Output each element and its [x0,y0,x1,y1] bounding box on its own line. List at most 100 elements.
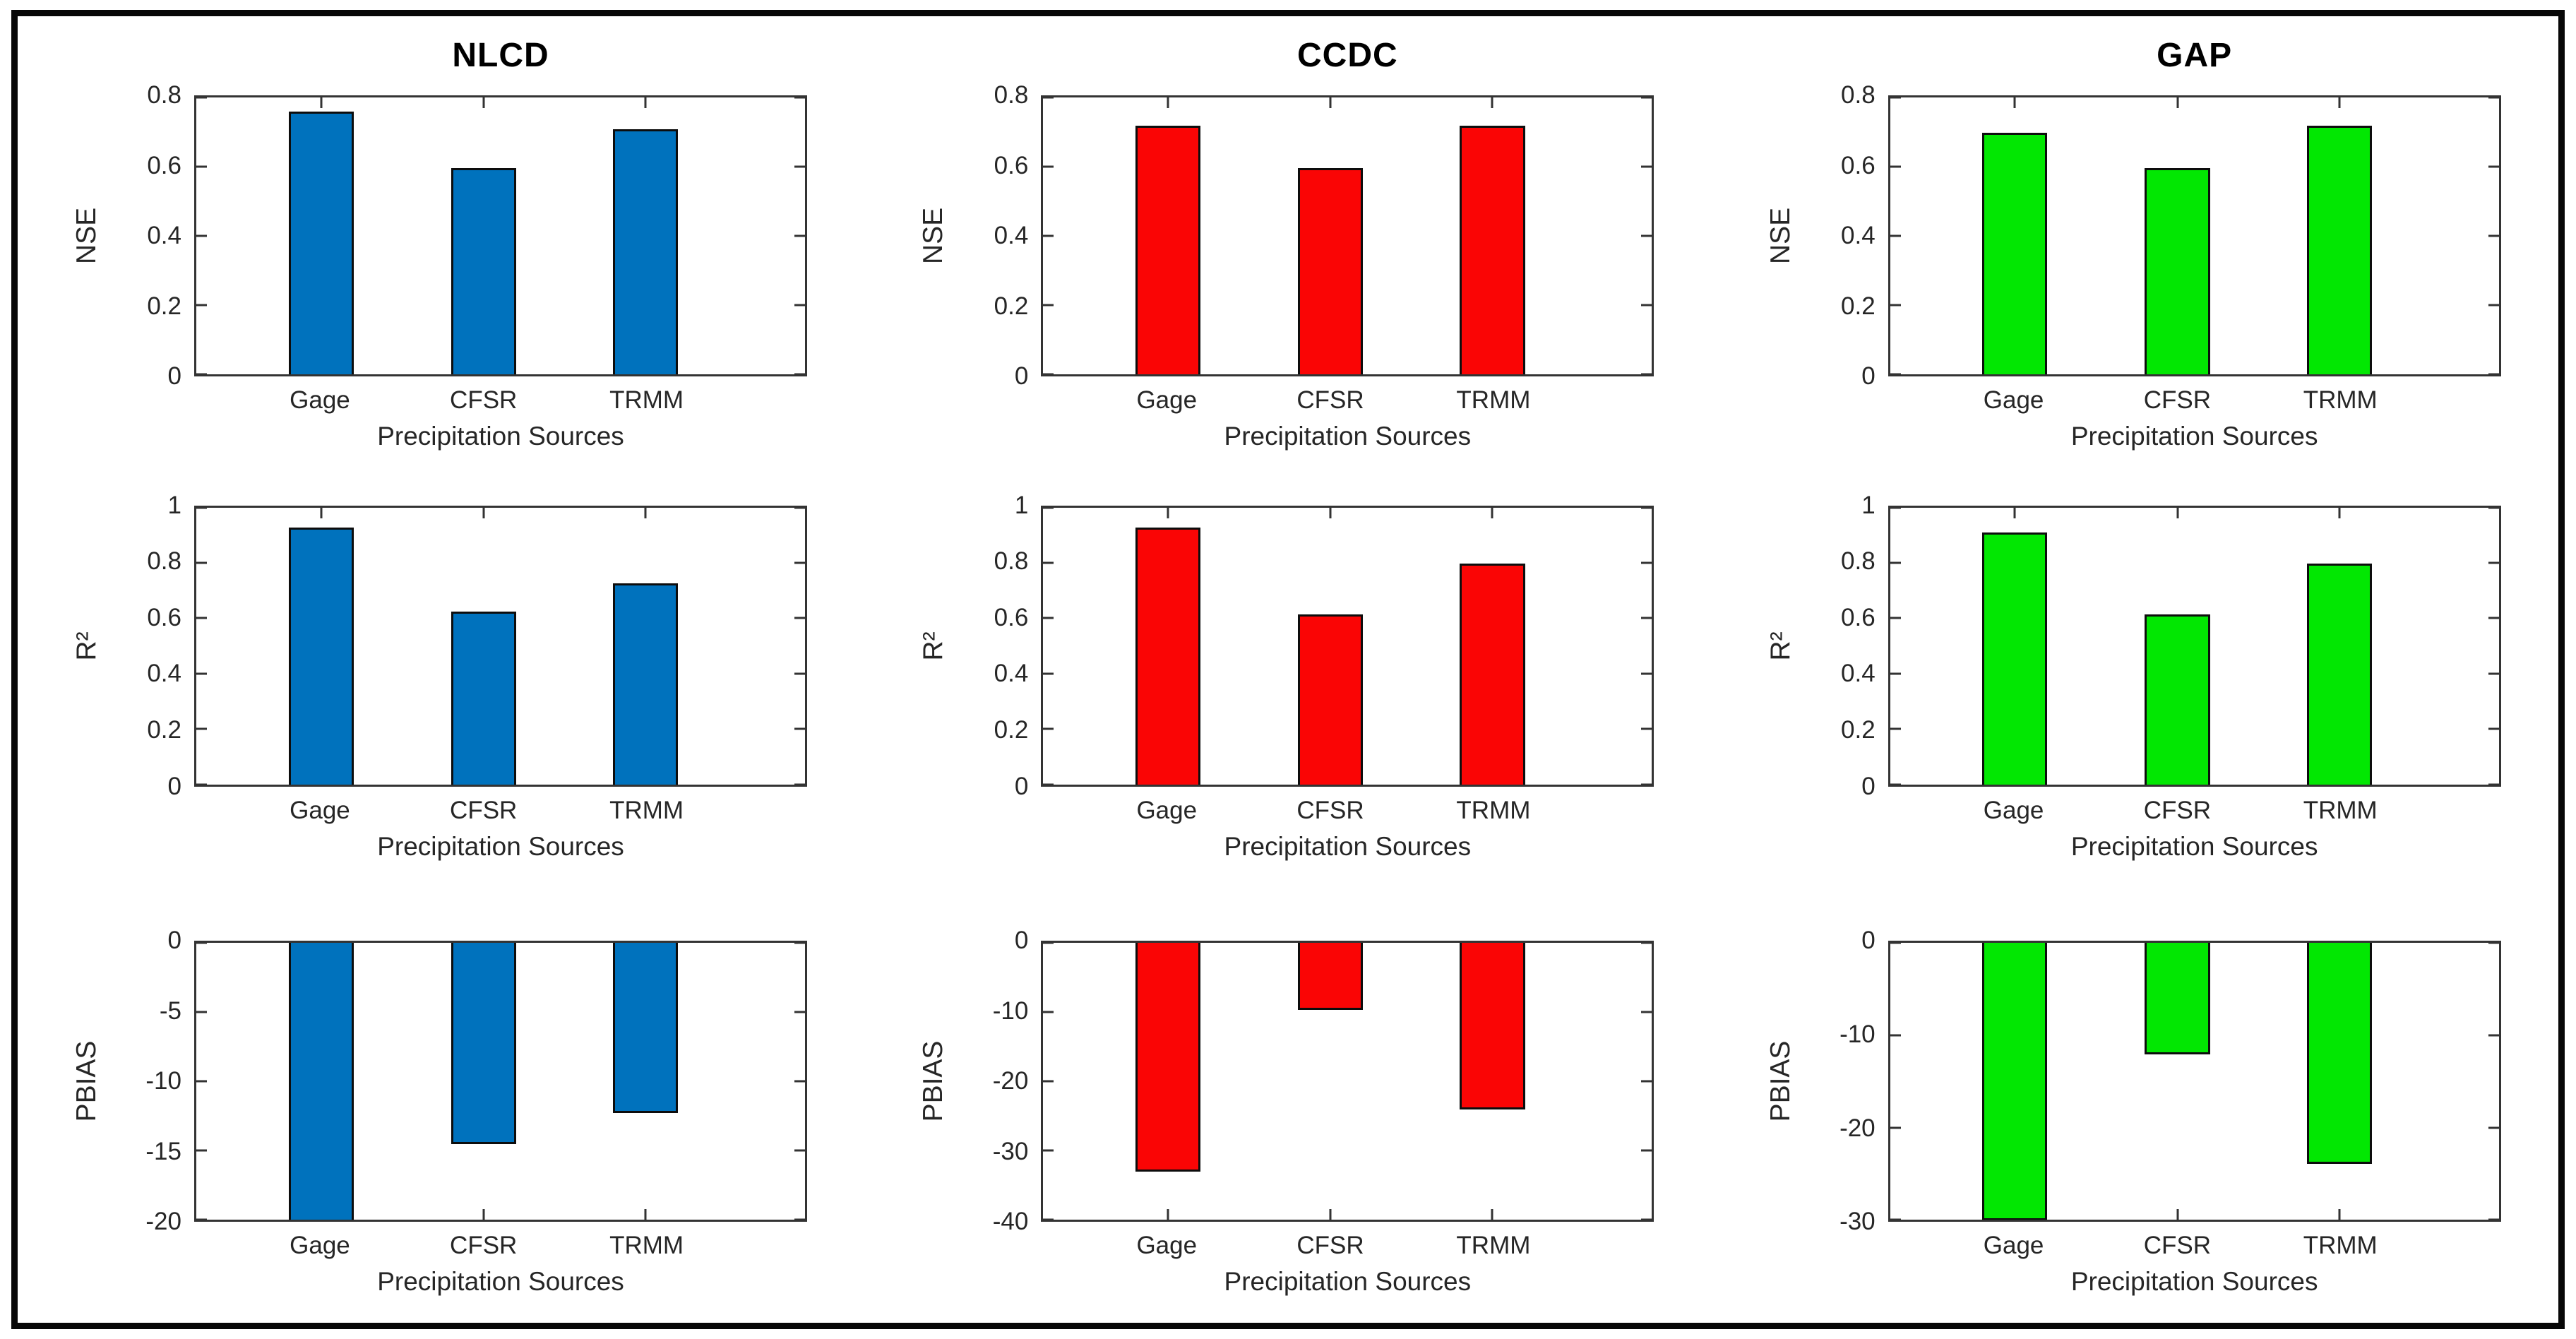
y-tick-mark [2488,1126,2499,1129]
bar-gage [1982,132,2048,374]
bar-gage [288,111,354,374]
y-tick-label: 0.8 [994,547,1029,576]
y-tick-mark [1043,1011,1054,1013]
chart-panel-ccdc-r2: R² 0 0.2 0.4 0.6 0.8 1 Gage CFSR TRMM Precipitatio… [864,452,1711,888]
y-tick-mark [1641,672,1652,675]
x-tick-label: TRMM [1456,386,1531,414]
y-tick-label: -20 [992,1067,1029,1095]
x-tick-mark [2338,1209,2341,1220]
y-tick-mark [1890,1126,1901,1129]
plot-area [1888,505,2501,787]
y-tick-label: 1 [1014,491,1029,519]
x-axis-label: Precipitation Sources [1224,831,1472,861]
x-tick-label: Gage [1136,386,1198,414]
x-tick-mark [1167,507,1169,518]
x-tick-mark [1329,97,1332,108]
y-tick-mark [794,507,805,509]
bar-trmm [2306,125,2372,374]
y-tick-label: 0.8 [147,547,181,576]
x-tick-mark [2338,97,2341,108]
x-tick-label: Gage [1983,1232,2044,1260]
y-tick-mark [1043,1080,1054,1083]
y-tick-mark [196,234,207,237]
y-axis-label: R² [918,631,949,661]
y-tick-label: 0.8 [994,81,1029,109]
x-tick-mark [2176,1209,2179,1220]
y-tick-mark [2488,507,2499,509]
y-tick-mark [1043,97,1054,99]
x-tick-mark [482,507,485,518]
x-tick-mark [1329,1209,1332,1220]
y-tick-mark [1890,507,1901,509]
plot-area [194,95,807,376]
bar-gage [288,943,354,1220]
y-tick-mark [196,373,207,374]
x-tick-mark [1491,507,1493,518]
bar-trmm [2306,943,2372,1165]
plot-area [1888,95,2501,376]
bar-trmm [1460,125,1525,374]
x-tick-label: CFSR [1296,1232,1364,1260]
y-tick-label: 0 [1014,772,1029,800]
y-tick-label: 0 [167,772,181,800]
y-tick-mark [1641,1080,1652,1083]
bar-trmm [613,129,679,374]
y-tick-mark [1043,304,1054,307]
y-tick-mark [794,617,805,619]
y-tick-label: 0.4 [1841,660,1876,688]
y-tick-mark [2488,97,2499,99]
x-tick-label: TRMM [609,796,684,824]
y-axis-label: R² [1765,631,1796,661]
y-tick-label: 0.6 [994,151,1029,179]
y-tick-mark [2488,1218,2499,1220]
bar-trmm [2306,564,2372,785]
y-tick-mark [1890,1034,1901,1037]
x-axis-label: Precipitation Sources [377,1267,624,1297]
y-tick-mark [1641,783,1652,785]
y-tick-mark [1890,783,1901,785]
y-tick-mark [2488,165,2499,168]
y-tick-label: -10 [992,996,1029,1025]
y-tick-mark [1641,1149,1652,1152]
x-tick-label: Gage [1136,796,1198,824]
bar-gage [1135,125,1201,374]
x-axis-label: Precipitation Sources [377,831,624,861]
x-tick-label: CFSR [450,1232,518,1260]
y-tick-label: 0.2 [1841,716,1876,744]
y-tick-label: 0.4 [147,222,181,249]
y-tick-label: 0.6 [147,603,181,631]
y-tick-mark [2488,783,2499,785]
y-tick-label: -10 [1839,1020,1876,1048]
y-tick-mark [794,1011,805,1013]
x-tick-mark [320,97,323,108]
x-tick-mark [1491,97,1493,108]
chart-panel-nlcd-r2: R² 0 0.2 0.4 0.6 0.8 1 Gage CFSR TRMM Precipitatio… [18,452,864,888]
x-tick-label: TRMM [2303,1232,2378,1260]
y-tick-label: 0.6 [147,151,181,179]
y-tick-label: -10 [145,1067,181,1095]
x-tick-mark [1329,507,1332,518]
y-tick-mark [1890,672,1901,675]
x-tick-label: TRMM [2303,386,2378,414]
chart-title: NLCD [452,37,549,74]
y-tick-mark [2488,373,2499,374]
y-tick-mark [1043,234,1054,237]
y-tick-mark [196,507,207,509]
bar-cfsr [1298,614,1364,785]
bar-cfsr [451,943,516,1144]
y-tick-mark [196,727,207,730]
y-tick-label: -5 [159,996,181,1025]
y-tick-label: 0.6 [1841,151,1876,179]
x-tick-mark [644,97,647,108]
y-tick-mark [196,304,207,307]
y-tick-mark [1890,727,1901,730]
chart-panel-nlcd-nse: NLCD NSE 0 0.2 0.4 0.6 0.8 Gage CFSR TRMM Precipit… [18,16,864,452]
y-tick-mark [196,783,207,785]
bar-cfsr [2145,167,2210,374]
y-tick-mark [1641,507,1652,509]
x-tick-label: CFSR [1296,796,1364,824]
y-tick-mark [794,373,805,374]
y-tick-mark [1043,617,1054,619]
y-tick-label: -15 [145,1137,181,1165]
y-tick-label: 0.2 [994,292,1029,320]
